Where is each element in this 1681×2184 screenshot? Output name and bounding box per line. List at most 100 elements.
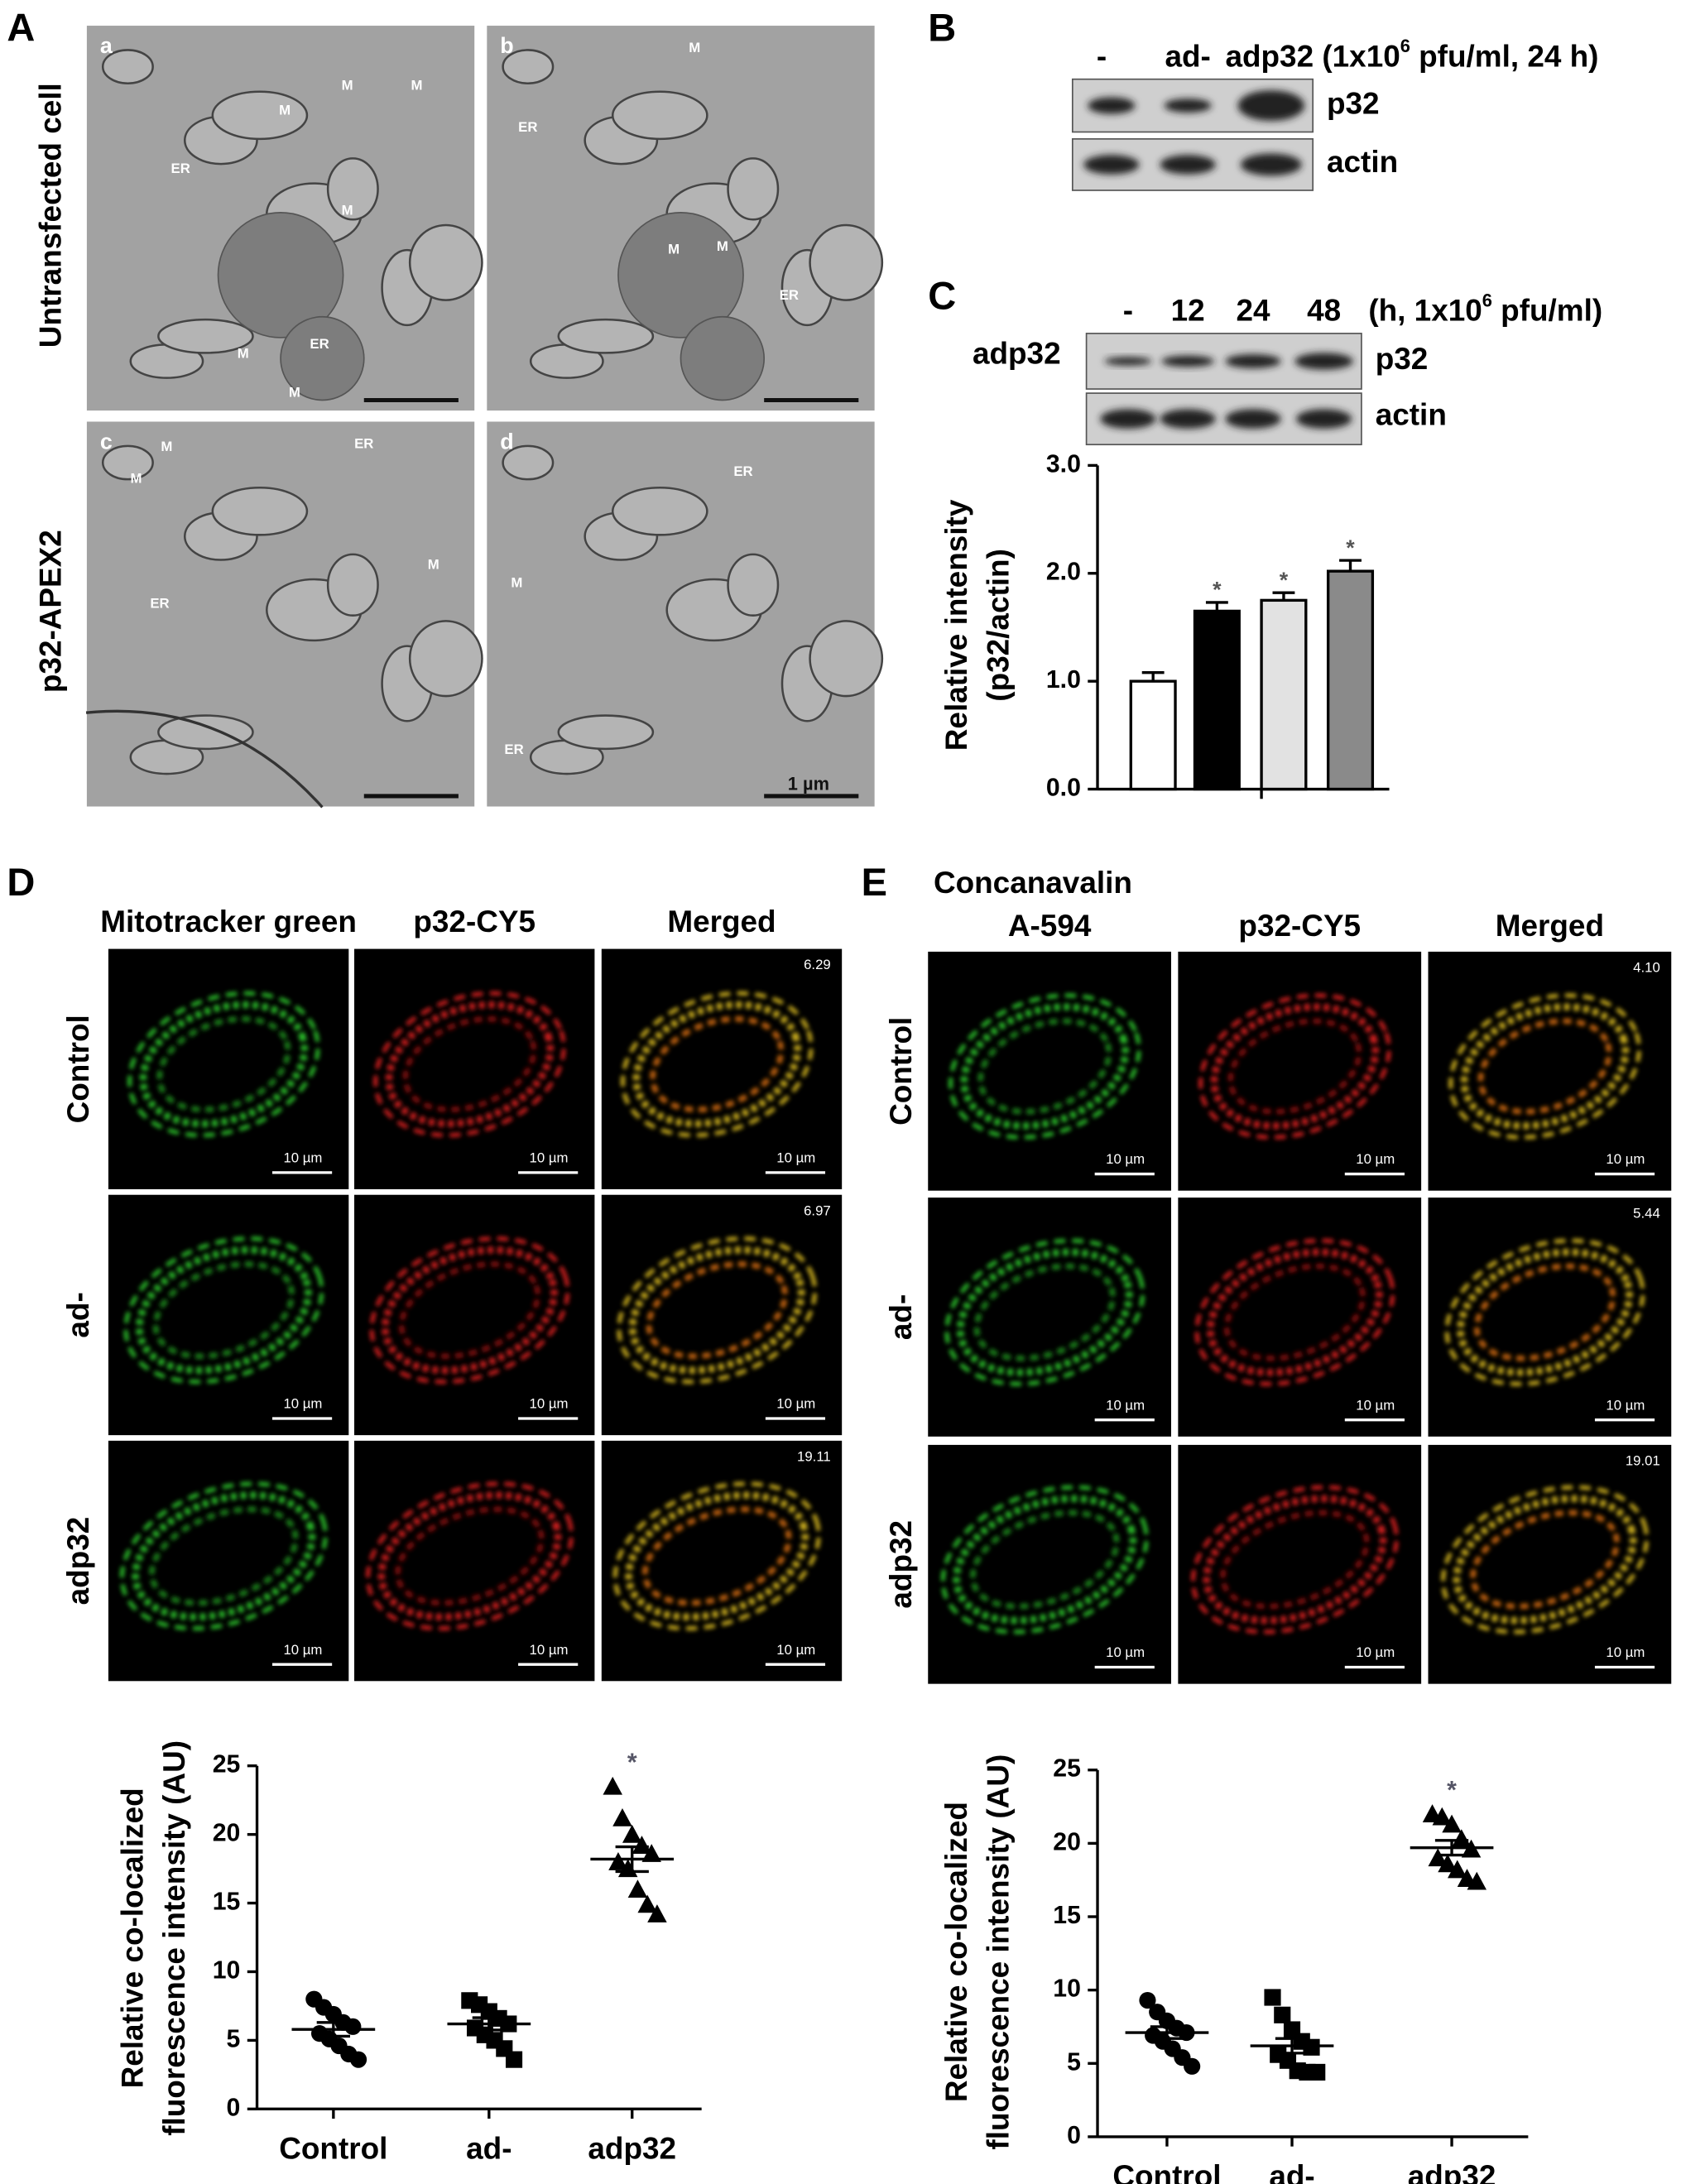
label: 1 µm [788,773,829,794]
y-tick-label: 0 [1067,2122,1081,2149]
x-tick-label: ad- [1269,2159,1314,2184]
signal [132,1491,316,1621]
label: 19.11 [797,1448,831,1464]
label: Merged [1496,909,1604,943]
droplet [680,315,766,401]
point [608,1852,628,1870]
y-tick-label: 20 [213,1820,241,1847]
label: 19.01 [1626,1452,1660,1468]
point [603,1776,622,1795]
nucleus [1509,1283,1581,1342]
y-tick-label: 20 [1053,1828,1081,1855]
label: 12 [1171,293,1205,327]
label: 10 µm [283,1150,322,1166]
nucleus [681,1035,752,1093]
organelle [157,714,254,751]
point [641,1844,661,1862]
band [1164,98,1212,113]
signal [369,1236,570,1385]
signal [127,991,320,1138]
label: p32-CY5 [413,905,536,938]
label: M [161,439,172,454]
label: d [500,430,513,454]
organelle [727,157,780,221]
label: B [928,5,956,49]
signal [156,1015,291,1113]
nucleus [1009,1283,1080,1342]
label: ER [310,336,329,352]
label: adp32 [973,337,1061,371]
y-tick-label: 10 [1053,1975,1081,2003]
label: M [668,242,680,257]
nucleus [1509,1530,1581,1589]
em-image [85,24,483,412]
row-label: adp32 [61,1517,95,1606]
row-label: Control [61,1015,95,1123]
nucleus [681,1527,752,1586]
label: 4.10 [1633,960,1660,976]
micrograph [928,1198,1171,1437]
signal [948,993,1141,1140]
signal [1473,1263,1616,1361]
header: (h, 1x106 pfu/ml) [1368,290,1602,327]
signal [1198,993,1391,1140]
label: Merged [667,905,776,938]
organelle [211,486,309,536]
nucleus [1009,1037,1080,1096]
label: 10 µm [1106,1644,1145,1660]
signal [625,1491,809,1621]
label: 10 µm [1106,1397,1145,1413]
signal [1190,1485,1399,1634]
signal [944,1238,1145,1386]
label: - [1097,39,1107,73]
point [647,1904,667,1922]
signal [1194,1238,1395,1386]
y-axis-title: Relative co-localized [116,1788,150,2088]
micrograph [1178,951,1422,1191]
signal [969,1510,1120,1610]
signal [365,1481,574,1631]
micrograph [108,1440,349,1682]
em-image [485,420,884,809]
label: 10 µm [776,1642,815,1658]
micrograph [1428,1444,1672,1684]
nucleus [1259,1530,1330,1589]
band [1088,97,1136,114]
micrograph [1178,1198,1422,1437]
row-label: ad- [884,1294,918,1340]
signal [617,1236,818,1385]
nucleus-edge [85,709,324,809]
signal [620,991,814,1138]
label: 10 µm [776,1150,815,1166]
label: ER [150,596,169,612]
label: 5.44 [1633,1206,1660,1222]
y-tick-label: 15 [1053,1902,1081,1929]
organelle [502,444,555,481]
organelle [809,620,884,698]
label: M [342,78,353,94]
organelle [557,714,655,751]
y-tick-label: 5 [1067,2048,1081,2076]
micrograph [1178,1444,1422,1684]
micrograph [1428,1198,1672,1437]
em-image [85,420,483,809]
header-part: adp32 (1x10 [1225,39,1400,73]
label: ER [518,119,537,135]
label: A-594 [1008,909,1092,943]
y-axis-title: fluorescence intensity (AU) [981,1754,1015,2150]
y-tick-label: 25 [213,1751,241,1778]
label: Mitotracker green [100,905,357,938]
point [1274,2006,1291,2023]
label: 10 µm [1356,1151,1395,1167]
signal [395,1506,545,1606]
band [1160,409,1216,429]
band [1296,409,1352,429]
nucleus [434,1281,505,1340]
signal [382,1246,558,1375]
row-label: p32-APEX2 [34,530,68,693]
label: - [1123,293,1133,327]
droplet [217,212,344,338]
y-tick-label: 1.0 [1046,666,1081,694]
organelle [326,157,379,221]
label: Concanavalin [934,866,1132,900]
